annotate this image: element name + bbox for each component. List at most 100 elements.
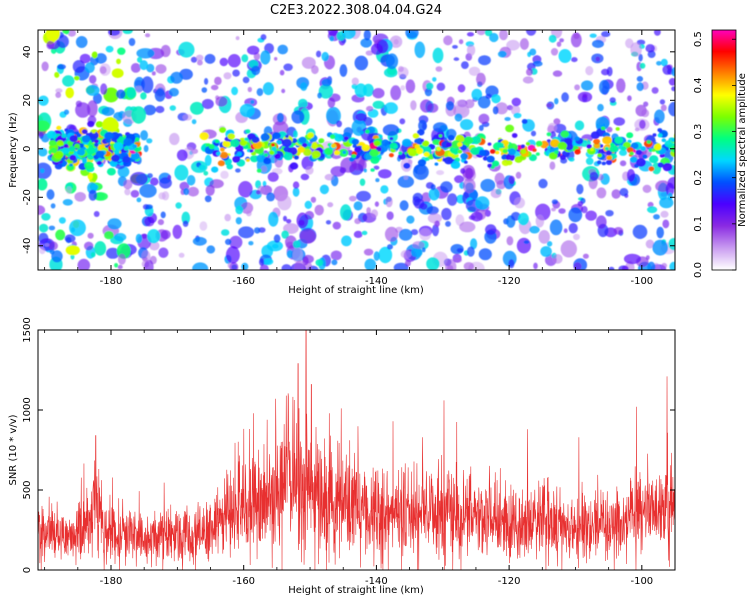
spectrogram-cell-569 bbox=[241, 262, 249, 270]
colorbar-step bbox=[712, 30, 736, 33]
spectrogram-cell-1278 bbox=[69, 163, 74, 167]
spectrogram-cell-180 bbox=[651, 87, 659, 94]
spectrogram-cell-767 bbox=[227, 54, 241, 68]
spectrogram-cell-565 bbox=[262, 82, 274, 96]
spectrogram-cell-1461 bbox=[61, 133, 67, 138]
spectrogram-cell-113 bbox=[136, 197, 142, 203]
spectrogram-cell-170 bbox=[426, 206, 439, 215]
spectrogram-cell-679 bbox=[382, 124, 400, 136]
spectrogram-cell-459 bbox=[206, 245, 216, 254]
spectrogram-cell-1707 bbox=[438, 134, 443, 138]
colorbar-step bbox=[712, 252, 736, 255]
spectrogram-cell-637 bbox=[373, 165, 380, 170]
spectrogram-cell-861 bbox=[608, 266, 615, 270]
spectrogram-cell-706 bbox=[38, 95, 49, 106]
spectrogram-cell-1991 bbox=[604, 146, 609, 151]
spectrogram-cell-934 bbox=[462, 178, 476, 194]
spectrogram-cell-731 bbox=[547, 122, 558, 133]
spectrogram-cell-724 bbox=[466, 246, 475, 257]
spectrogram-cell-1975 bbox=[621, 146, 627, 151]
colorbar-step bbox=[712, 246, 736, 249]
spectrogram-cell-736 bbox=[135, 233, 143, 244]
spectrogram-cell-891 bbox=[159, 177, 172, 189]
spectrogram-cell-495 bbox=[574, 120, 585, 131]
spectrogram-cell-1733 bbox=[421, 146, 432, 155]
colorbar-step bbox=[712, 258, 736, 261]
colorbar-step bbox=[712, 94, 736, 97]
colorbar-step bbox=[712, 214, 736, 217]
spectrogram-cell-584 bbox=[661, 262, 668, 269]
spectrogram-cell-943 bbox=[453, 257, 462, 263]
spectrogram-cell-789 bbox=[573, 33, 580, 40]
spectrogram-cell-922 bbox=[266, 192, 275, 202]
spectrogram-cell-786 bbox=[224, 213, 231, 222]
spectrogram-cell-1468 bbox=[56, 140, 64, 147]
spectrogram-cell-897 bbox=[250, 100, 255, 104]
colorbar-step bbox=[712, 208, 736, 211]
spectrogram-cell-266 bbox=[325, 220, 332, 225]
spectrogram-cell-1952 bbox=[245, 129, 251, 134]
spectrogram-cell-1392 bbox=[94, 139, 99, 144]
spectrogram-cell-1917 bbox=[271, 146, 277, 152]
spectrogram-cell-54 bbox=[668, 78, 675, 86]
colorbar-step bbox=[712, 120, 736, 123]
spectrogram-cell-1651 bbox=[460, 153, 469, 160]
spectrogram-cell-766 bbox=[511, 97, 521, 107]
spectrogram-cell-1965 bbox=[590, 131, 600, 139]
spectrogram-cell-562 bbox=[440, 181, 453, 193]
spectrogram-cell-850 bbox=[613, 117, 625, 126]
colorbar-step bbox=[712, 216, 736, 219]
snr-y-tick-label: 500 bbox=[22, 480, 33, 499]
spectrogram-cell-433 bbox=[373, 251, 380, 261]
spectrogram-cell-449 bbox=[582, 253, 589, 259]
spectrogram-cell-737 bbox=[247, 45, 260, 55]
spectrogram-cell-842 bbox=[546, 103, 552, 108]
spectrogram-cell-2000 bbox=[554, 150, 559, 155]
spectrogram-cell-733 bbox=[573, 262, 582, 270]
spectrogram-cell-1600 bbox=[447, 134, 455, 141]
spectrogram-cell-600 bbox=[668, 238, 675, 251]
colorbar-step bbox=[712, 42, 736, 45]
spectrogram-cell-38 bbox=[616, 78, 626, 93]
spectrogram-cell-1595 bbox=[662, 162, 673, 172]
spectrogram-cell-1690 bbox=[256, 154, 266, 163]
spectrogram-cell-734 bbox=[160, 44, 171, 58]
colorbar-step bbox=[712, 136, 736, 139]
spectrogram-cell-460 bbox=[514, 197, 525, 209]
spectrogram-cell-365 bbox=[50, 203, 56, 209]
spectrogram-cell-773 bbox=[239, 103, 255, 118]
spectrogram-cell-1984 bbox=[317, 147, 323, 152]
spectrogram-cell-770 bbox=[599, 79, 610, 95]
spectrogram-cell-1438 bbox=[48, 140, 57, 147]
spectrogram-cell-411 bbox=[161, 191, 170, 201]
spectrogram-cell-252 bbox=[619, 160, 627, 167]
spectrogram-cell-179 bbox=[232, 69, 240, 77]
spectrogram-cell-227 bbox=[428, 188, 440, 201]
colorbar-step bbox=[712, 196, 736, 199]
spectrogram-cell-709 bbox=[170, 71, 183, 84]
spectrogram-cell-1893 bbox=[349, 157, 355, 162]
spectrogram-cell-22 bbox=[530, 130, 537, 137]
snr-y-tick-label: 1000 bbox=[22, 397, 33, 422]
spectrogram-cell-1814 bbox=[402, 138, 412, 147]
spectrogram-cell-925 bbox=[116, 89, 126, 99]
spectrogram-cell-1726 bbox=[434, 162, 439, 166]
spectrogram-cell-744 bbox=[64, 234, 76, 243]
spectrogram-cell-361 bbox=[63, 109, 70, 115]
spectrogram-cell-636 bbox=[632, 224, 648, 239]
spectrogram-cell-747 bbox=[55, 229, 66, 241]
spectrogram-cell-1527 bbox=[334, 150, 340, 156]
spectrogram-cell-1443 bbox=[68, 145, 76, 152]
spectrogram-cell-422 bbox=[461, 61, 469, 69]
spectrogram-x-tick-label: -180 bbox=[100, 276, 123, 287]
spectrogram-cell-881 bbox=[453, 57, 460, 61]
spectrogram-cell-873 bbox=[247, 86, 252, 93]
spectrogram-cell-655 bbox=[477, 96, 491, 109]
spectrogram-cell-133 bbox=[160, 211, 166, 219]
spectrogram-x-tick-label: -140 bbox=[365, 276, 388, 287]
spectrogram-cell-167 bbox=[221, 229, 230, 236]
spectrogram-cell-1947 bbox=[629, 151, 634, 156]
spectrogram-cell-697 bbox=[371, 209, 378, 218]
spectrogram-cell-33 bbox=[585, 157, 594, 165]
colorbar-step bbox=[712, 206, 736, 209]
